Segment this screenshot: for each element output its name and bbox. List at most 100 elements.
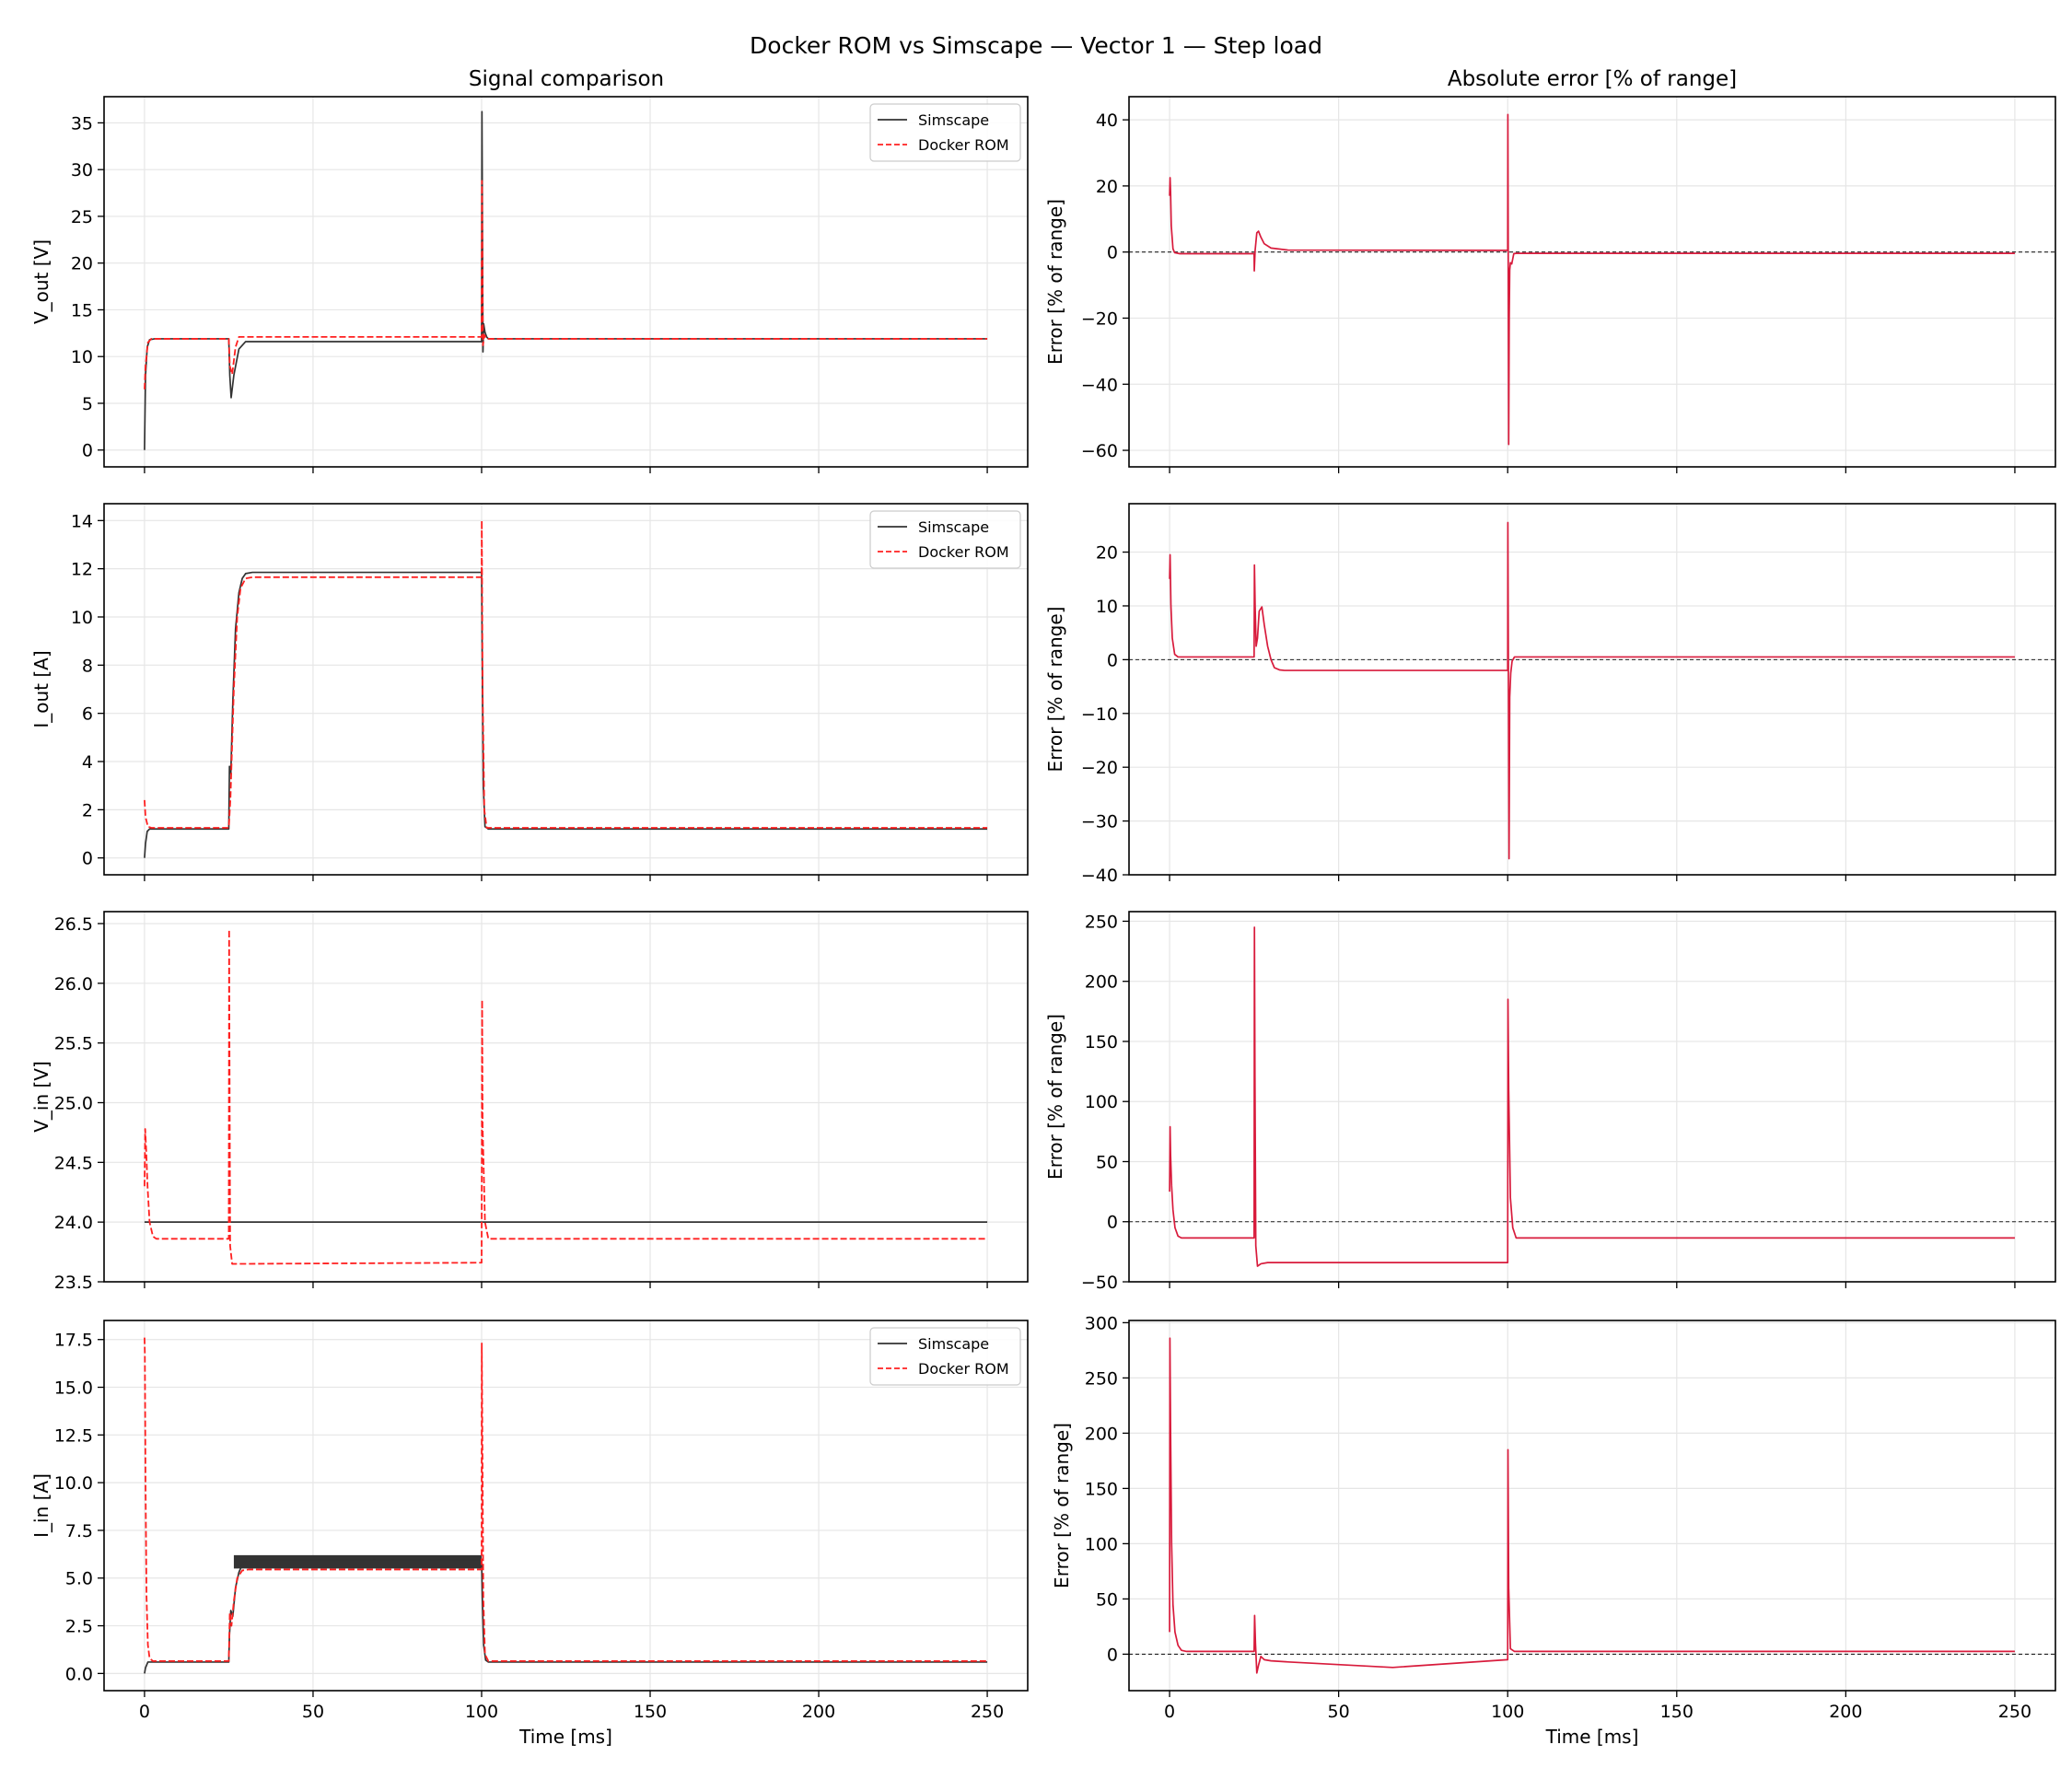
y-tick-label: 2: [82, 800, 93, 820]
column-title-signal: Signal comparison: [469, 67, 664, 91]
y-tick-label: 10.0: [54, 1473, 93, 1494]
x-tick-label: 200: [802, 1702, 835, 1722]
plot-area: [1129, 1337, 2055, 1674]
y-tick-label: −20: [1081, 308, 1118, 329]
panel-7: 0 50 100 150 200 250 300 250 200 150 100 50 0 Error […: [1051, 1313, 2056, 1748]
x-tick-label: 150: [634, 1702, 667, 1722]
y-tick-label: 17.5: [54, 1331, 93, 1351]
y-axis-label: I_in [A]: [30, 1473, 52, 1538]
y-axis-label: Error [% of range]: [1044, 199, 1066, 365]
series-simscape-line: [144, 571, 988, 858]
axes-frame: [103, 911, 1029, 1283]
legend-entry: Simscape: [918, 111, 989, 129]
y-tick-label: 12: [71, 560, 93, 580]
y-tick-label: 50: [1096, 1152, 1118, 1172]
y-tick-label: 20: [1096, 543, 1118, 564]
x-axis-label: Time [ms]: [518, 1726, 612, 1748]
y-tick-label: 300: [1085, 1313, 1118, 1333]
y-tick-label: 5.0: [65, 1569, 93, 1589]
legend: Simscape Docker ROM: [869, 510, 1021, 569]
axes-frame: [1128, 911, 2056, 1283]
y-tick-label: 250: [1085, 1368, 1118, 1389]
series-docker-rom-line: [144, 1337, 988, 1662]
plot-area: [1129, 113, 2055, 446]
axes-frame: [1128, 1320, 2056, 1692]
legend-entry: Docker ROM: [918, 543, 1009, 561]
y-tick-label: 25.0: [54, 1093, 93, 1113]
y-tick-label: 200: [1085, 1424, 1118, 1444]
x-tick-label: 150: [1660, 1702, 1694, 1722]
y-tick-label: −50: [1081, 1273, 1118, 1293]
y-tick-label: 25: [71, 207, 93, 227]
y-tick-label: 14: [71, 511, 93, 531]
y-axis-label: I_out [A]: [30, 650, 52, 727]
figure-suptitle: Docker ROM vs Simscape — Vector 1 — Step…: [750, 32, 1322, 59]
y-tick-label: 100: [1085, 1092, 1118, 1112]
y-tick-label: −40: [1081, 375, 1118, 395]
y-tick-label: 10: [71, 608, 93, 628]
y-tick-label: 20: [1096, 177, 1118, 197]
x-tick-label: 250: [971, 1702, 1004, 1722]
y-axis-label: V_out [V]: [30, 239, 52, 324]
y-tick-label: 20: [71, 254, 93, 274]
panel-0: 0 5 10 15 20 25 30 35 V_out [V] Simscape Docker RO…: [30, 96, 1029, 473]
y-tick-label: 0: [1107, 1645, 1118, 1665]
legend: Simscape Docker ROM: [869, 1327, 1021, 1386]
y-tick-label: 35: [71, 113, 93, 134]
plot-area: [1129, 521, 2055, 860]
series-error-line: [1169, 521, 2015, 860]
y-tick-label: 0: [1107, 243, 1118, 263]
x-tick-label: 50: [1328, 1702, 1350, 1722]
y-tick-label: 4: [82, 752, 93, 773]
panel-3: 20 10 0 −10 −20 −30 −40 Error [% of range]: [1044, 503, 2056, 886]
x-tick-label: 100: [1491, 1702, 1524, 1722]
y-tick-label: 200: [1085, 972, 1118, 993]
y-tick-label: 30: [71, 160, 93, 180]
y-tick-label: 12.5: [54, 1425, 93, 1446]
x-tick-label: 250: [1998, 1702, 2031, 1722]
y-axis-label: V_in [V]: [30, 1061, 52, 1133]
y-tick-label: 25.5: [54, 1034, 93, 1054]
y-tick-label: 0: [82, 849, 93, 869]
x-tick-label: 0: [1164, 1702, 1175, 1722]
y-tick-label: 100: [1085, 1534, 1118, 1554]
x-tick-label: 200: [1829, 1702, 1862, 1722]
series-simscape-line: [144, 110, 988, 450]
y-tick-label: 26.0: [54, 974, 93, 994]
plot-area: [144, 1337, 988, 1674]
panel-1: 40 20 0 −20 −40 −60 Error [% of range]: [1044, 96, 2056, 473]
series-simscape-line: [144, 1559, 988, 1674]
y-tick-label: 150: [1085, 1479, 1118, 1499]
y-tick-label: 250: [1085, 912, 1118, 932]
plot-area: [144, 519, 988, 858]
y-tick-label: 0: [1107, 650, 1118, 670]
y-tick-label: −40: [1081, 866, 1118, 886]
y-tick-label: 7.5: [65, 1521, 93, 1541]
y-tick-label: 0: [1107, 1213, 1118, 1233]
panel-2: 0 2 4 6 8 10 12 14 I_out [A] Simscape Docker ROM: [30, 503, 1029, 881]
y-tick-label: 24.0: [54, 1213, 93, 1233]
legend-entry: Docker ROM: [918, 1360, 1009, 1378]
legend-entry: Simscape: [918, 518, 989, 536]
axes-frame: [1128, 503, 2056, 876]
y-tick-label: 0.0: [65, 1664, 93, 1684]
plot-area: [144, 110, 988, 450]
y-axis-label: Error [% of range]: [1044, 1014, 1066, 1180]
y-tick-label: 10: [1096, 597, 1118, 617]
y-tick-label: 0: [82, 441, 93, 461]
series-error-line: [1169, 926, 2015, 1267]
axes-frame: [103, 503, 1029, 876]
y-tick-label: 23.5: [54, 1273, 93, 1293]
panel-5: 250 200 150 100 50 0 −50 Error [% of range]: [1044, 911, 2056, 1293]
plot-area: [144, 928, 988, 1265]
legend: Simscape Docker ROM: [869, 103, 1021, 162]
y-tick-label: 10: [71, 347, 93, 367]
axes-frame: [1128, 96, 2056, 468]
y-tick-label: 15: [71, 300, 93, 320]
series-docker-rom-line: [144, 180, 988, 390]
y-axis-label: Error [% of range]: [1051, 1423, 1073, 1588]
x-tick-label: 0: [139, 1702, 150, 1722]
series-error-line: [1169, 1337, 2015, 1674]
